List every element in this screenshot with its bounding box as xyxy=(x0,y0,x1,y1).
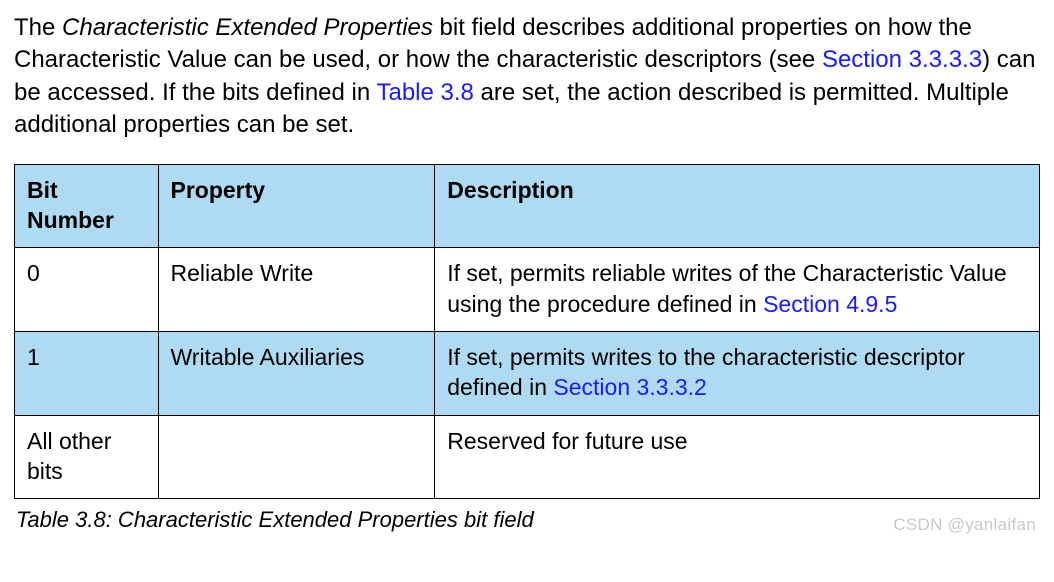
col-header-bit-number: Bit Number xyxy=(15,164,159,248)
table-row: All other bits Reserved for future use xyxy=(15,415,1040,499)
intro-paragraph: The Characteristic Extended Properties b… xyxy=(14,12,1040,142)
cell-property: Reliable Write xyxy=(158,248,435,332)
table-caption: Table 3.8: Characteristic Extended Prope… xyxy=(16,505,1040,535)
desc-text: Reserved for future use xyxy=(447,428,687,454)
intro-italic-term: Characteristic Extended Properties xyxy=(62,14,433,41)
table-row: 1 Writable Auxiliaries If set, permits w… xyxy=(15,332,1040,416)
link-section-495[interactable]: Section 4.9.5 xyxy=(763,291,897,317)
watermark-text: CSDN @yanlaifan xyxy=(893,514,1036,537)
table-header-row: Bit Number Property Description xyxy=(15,164,1040,248)
cell-bit-number: 0 xyxy=(15,248,159,332)
link-section-3333[interactable]: Section 3.3.3.3 xyxy=(822,46,982,73)
cell-description: If set, permits writes to the characteri… xyxy=(435,332,1040,416)
cell-property xyxy=(158,415,435,499)
col-header-description: Description xyxy=(435,164,1040,248)
desc-text: If set, permits reliable writes of the C… xyxy=(447,260,1006,316)
intro-text: The xyxy=(14,14,62,41)
cell-bit-number: All other bits xyxy=(15,415,159,499)
cell-description: Reserved for future use xyxy=(435,415,1040,499)
table-row: 0 Reliable Write If set, permits reliabl… xyxy=(15,248,1040,332)
link-section-3332[interactable]: Section 3.3.3.2 xyxy=(553,374,706,400)
cell-bit-number: 1 xyxy=(15,332,159,416)
col-header-property: Property xyxy=(158,164,435,248)
cell-property: Writable Auxiliaries xyxy=(158,332,435,416)
link-table-38[interactable]: Table 3.8 xyxy=(376,79,473,106)
bitfield-table: Bit Number Property Description 0 Reliab… xyxy=(14,164,1040,500)
cell-description: If set, permits reliable writes of the C… xyxy=(435,248,1040,332)
